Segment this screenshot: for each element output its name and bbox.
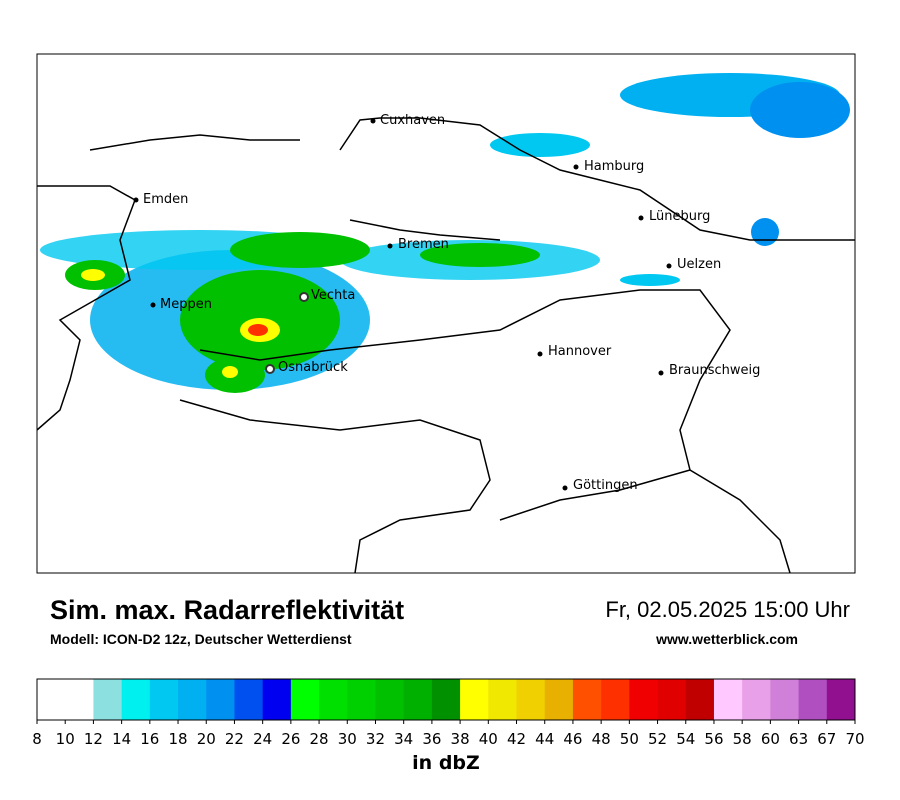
city-dot xyxy=(265,364,275,374)
colorbar-tick-label: 44 xyxy=(535,730,554,748)
subtitle: Modell: ICON-D2 12z, Deutscher Wetterdie… xyxy=(50,631,352,647)
city-dot xyxy=(370,118,376,124)
colorbar-swatch xyxy=(121,679,151,720)
city-markers: Cuxhaven Emden Hamburg Lüneburg Bremen U… xyxy=(133,113,760,493)
city-dot xyxy=(299,292,309,302)
colorbar-tick-label: 50 xyxy=(620,730,639,748)
colorbar-tick-label: 67 xyxy=(817,730,836,748)
colorbar-swatch xyxy=(290,679,320,720)
city-dot xyxy=(573,164,579,170)
city-label: Meppen xyxy=(160,297,212,312)
colorbar-swatch xyxy=(770,679,800,720)
colorbar-swatch xyxy=(234,679,264,720)
colorbar-tick-label: 20 xyxy=(197,730,216,748)
website: www.wetterblick.com xyxy=(655,631,798,647)
colorbar-tick-label: 60 xyxy=(761,730,780,748)
colorbar-tick-label: 48 xyxy=(592,730,611,748)
colorbar-swatch xyxy=(206,679,235,720)
colorbar-tick-label: 42 xyxy=(507,730,526,748)
colorbar-swatch xyxy=(488,679,518,720)
colorbar-swatch xyxy=(516,679,546,720)
datetime: Fr, 02.05.2025 15:00 Uhr xyxy=(605,597,850,622)
city-label: Hannover xyxy=(548,344,612,359)
colorbar-swatch xyxy=(319,679,348,720)
colorbar-frame xyxy=(36,678,856,721)
colorbar-tick-label: 24 xyxy=(253,730,272,748)
colorbar-tick-label: 46 xyxy=(563,730,582,748)
colorbar-tick-label: 32 xyxy=(366,730,385,748)
city-dot xyxy=(666,263,672,269)
colorbar-tick-label: 18 xyxy=(168,730,187,748)
colorbar-swatch xyxy=(657,679,687,720)
colorbar-swatch xyxy=(685,679,715,720)
city-label: Bremen xyxy=(398,237,449,252)
city-label: Emden xyxy=(143,192,188,207)
colorbar-label: in dbZ xyxy=(412,752,480,774)
colorbar-swatch xyxy=(460,679,489,720)
colorbar-tick-label: 36 xyxy=(422,730,441,748)
colorbar-swatch xyxy=(798,679,828,720)
colorbar-swatch xyxy=(544,679,574,720)
colorbar-tick-label: 34 xyxy=(394,730,413,748)
colorbar-tick-label: 14 xyxy=(112,730,131,748)
colorbar-swatch xyxy=(742,679,771,720)
colorbar-swatch xyxy=(178,679,207,720)
colorbar-tick-label: 58 xyxy=(733,730,752,748)
colorbar-tick-label: 54 xyxy=(676,730,695,748)
colorbar: 8 10 12 14 16 18 20 22 24 26 28 30 32 34 36 38 40 42 44 46 4… xyxy=(32,678,865,748)
city-label: Osnabrück xyxy=(278,360,348,375)
colorbar-tick-label: 10 xyxy=(56,730,75,748)
colorbar-tick-label: 30 xyxy=(338,730,357,748)
colorbar-swatch xyxy=(347,679,376,720)
colorbar-swatch xyxy=(601,679,630,720)
city-dot xyxy=(537,351,543,357)
colorbar-swatch xyxy=(149,679,179,720)
borders xyxy=(36,117,855,574)
city-dot xyxy=(133,197,139,203)
city-dot xyxy=(150,302,156,308)
city-label: Cuxhaven xyxy=(380,113,445,128)
colorbar-tick-label: 40 xyxy=(479,730,498,748)
title: Sim. max. Radarreflektivität xyxy=(50,595,404,625)
colorbar-tick-label: 22 xyxy=(225,730,244,748)
colorbar-swatch xyxy=(37,679,66,720)
city-label: Braunschweig xyxy=(669,363,760,378)
colorbar-swatch xyxy=(629,679,659,720)
colorbar-swatch xyxy=(375,679,405,720)
colorbar-swatch xyxy=(262,679,292,720)
colorbar-swatch xyxy=(403,679,433,720)
colorbar-tick-label: 56 xyxy=(704,730,723,748)
colorbar-swatch xyxy=(93,679,123,720)
city-label: Göttingen xyxy=(573,478,638,493)
colorbar-tick-label: 38 xyxy=(451,730,470,748)
city-dot xyxy=(658,370,664,376)
colorbar-tick-label: 70 xyxy=(845,730,864,748)
city-dot xyxy=(387,243,393,249)
colorbar-tick-label: 26 xyxy=(281,730,300,748)
colorbar-tick-label: 16 xyxy=(140,730,159,748)
colorbar-tick-label: 12 xyxy=(84,730,103,748)
colorbar-tick-label: 8 xyxy=(32,730,42,748)
colorbar-tick-label: 63 xyxy=(789,730,808,748)
city-label: Lüneburg xyxy=(649,209,710,224)
colorbar-tick-label: 28 xyxy=(310,730,329,748)
city-dot xyxy=(562,485,568,491)
colorbar-swatch xyxy=(65,679,94,720)
colorbar-tick-label: 52 xyxy=(648,730,667,748)
colorbar-swatch xyxy=(826,679,856,720)
city-label: Hamburg xyxy=(584,159,644,174)
city-dot xyxy=(638,215,644,221)
colorbar-swatch xyxy=(572,679,602,720)
city-label: Uelzen xyxy=(677,257,721,272)
city-label: Vechta xyxy=(311,288,355,303)
colorbar-swatch xyxy=(713,679,743,720)
colorbar-swatch xyxy=(431,679,461,720)
